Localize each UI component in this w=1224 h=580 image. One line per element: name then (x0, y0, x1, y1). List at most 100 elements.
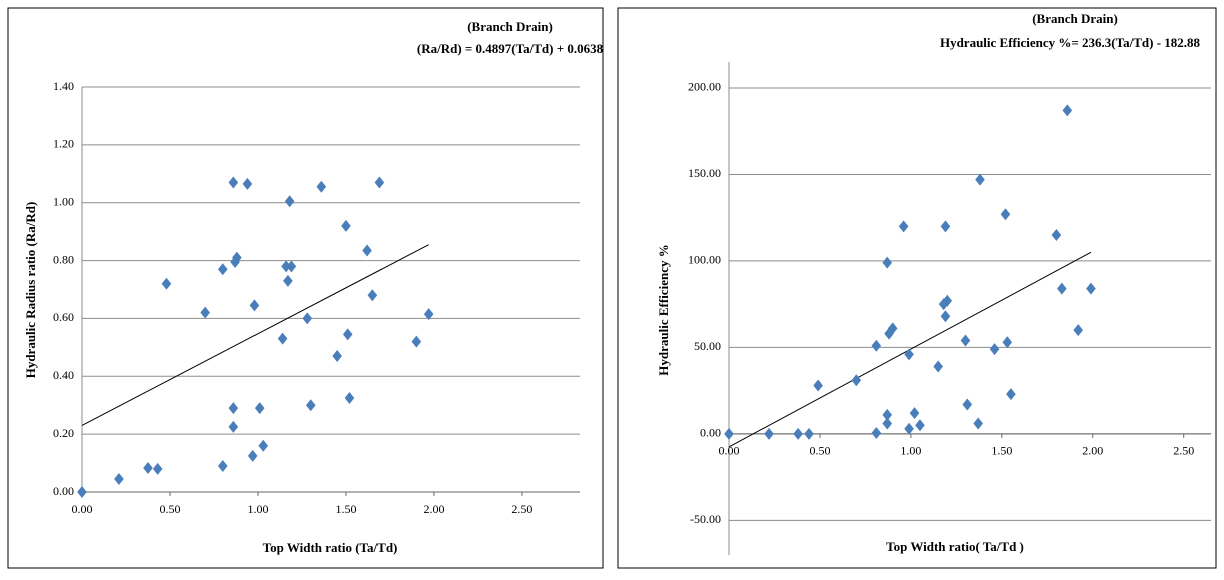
data-point (882, 408, 893, 421)
x-tick-label: 2.00 (1082, 444, 1103, 458)
data-point (871, 339, 882, 352)
trendline (81, 244, 429, 426)
data-point (143, 461, 153, 474)
data-point (344, 391, 355, 404)
data-point (411, 335, 422, 348)
data-point (342, 328, 353, 341)
data-point (904, 348, 914, 361)
y-tick-label: 0.00 (53, 484, 74, 498)
data-point (915, 419, 925, 432)
data-point (341, 219, 351, 232)
data-point (871, 427, 882, 440)
data-point (247, 449, 258, 462)
data-point (249, 299, 260, 312)
data-point (332, 350, 342, 363)
data-point (764, 427, 774, 440)
data-point (374, 176, 385, 189)
data-point (989, 343, 1000, 356)
x-axis-title: Top Width ratio (Ta/Td) (263, 540, 398, 555)
y-axis-title: Hydraulic Efficiency % (656, 244, 671, 375)
y-tick-label: 0.60 (53, 310, 74, 324)
data-point (887, 322, 898, 335)
y-tick-label: 200.00 (688, 80, 721, 94)
data-point (960, 334, 971, 347)
data-point (793, 427, 803, 440)
x-tick-label: 2.50 (511, 502, 532, 516)
data-point (286, 260, 297, 273)
x-tick-label: 2.00 (423, 502, 444, 516)
data-point (200, 306, 210, 319)
data-point (898, 220, 909, 233)
data-point (114, 472, 124, 485)
y-tick-label: 100.00 (688, 253, 721, 267)
y-tick-label: 1.40 (53, 79, 74, 93)
data-point (254, 402, 265, 415)
y-tick-label: 0.00 (700, 426, 721, 440)
data-point (909, 407, 920, 420)
x-tick-label: 0.00 (72, 502, 93, 516)
x-tick-label: 2.50 (1173, 444, 1194, 458)
data-point (882, 256, 893, 269)
y-tick-label: 150.00 (688, 166, 721, 180)
y-tick-label: 50.00 (694, 339, 721, 353)
chart-title: (Branch Drain) (467, 19, 553, 34)
x-tick-label: 1.00 (247, 502, 268, 516)
data-point (1000, 208, 1011, 221)
data-point (242, 177, 253, 190)
data-point (217, 459, 228, 472)
y-tick-label: 0.40 (53, 368, 74, 382)
data-point (882, 417, 893, 430)
data-point (940, 310, 951, 323)
data-point (933, 360, 943, 373)
data-point (851, 374, 862, 387)
data-point (316, 180, 327, 193)
data-point (1051, 228, 1062, 241)
data-point (258, 439, 269, 452)
data-point (1057, 282, 1067, 295)
y-tick-label: 0.20 (53, 426, 74, 440)
data-point (228, 176, 239, 189)
equation: Hydraulic Efficiency %= 236.3(Ta/Td) - 1… (940, 35, 1201, 50)
x-axis-title: Top Width ratio( Ta/Td ) (886, 539, 1024, 554)
data-point (1002, 336, 1013, 349)
data-point (1086, 282, 1096, 295)
chart-frame (7, 7, 604, 569)
y-tick-label: 0.80 (53, 252, 74, 266)
data-point (904, 422, 914, 435)
y-tick-label: 1.00 (53, 194, 74, 208)
equation: (Ra/Rd) = 0.4897(Ta/Td) + 0.0638 (417, 41, 604, 56)
data-point (1062, 104, 1073, 117)
data-point (975, 173, 985, 186)
data-point (813, 379, 823, 392)
y-tick-label: 1.20 (53, 137, 74, 151)
x-tick-label: 1.50 (335, 502, 356, 516)
x-tick-label: 1.50 (991, 444, 1012, 458)
data-point (367, 289, 378, 302)
data-point (1073, 324, 1084, 337)
data-point (305, 399, 316, 412)
data-point (940, 220, 951, 233)
data-point (228, 402, 239, 415)
data-point (77, 486, 87, 498)
data-point (228, 420, 239, 433)
data-point (217, 263, 228, 276)
data-point (1006, 388, 1016, 401)
x-tick-label: 1.00 (900, 444, 921, 458)
y-tick-label: -50.00 (690, 512, 721, 526)
data-point (973, 417, 983, 430)
y-axis-title: Hydraulic Radius ratio (Ra/Rd) (23, 202, 38, 379)
data-point (161, 277, 172, 290)
data-point (962, 398, 973, 411)
data-point (302, 312, 313, 325)
data-point (152, 462, 163, 475)
x-tick-label: 0.50 (809, 444, 830, 458)
data-point (284, 195, 295, 208)
x-tick-label: 0.00 (719, 444, 740, 458)
data-point (362, 244, 372, 257)
data-point (277, 332, 288, 345)
chart-frame (617, 7, 1217, 569)
data-point (804, 427, 814, 440)
data-point (423, 308, 434, 321)
